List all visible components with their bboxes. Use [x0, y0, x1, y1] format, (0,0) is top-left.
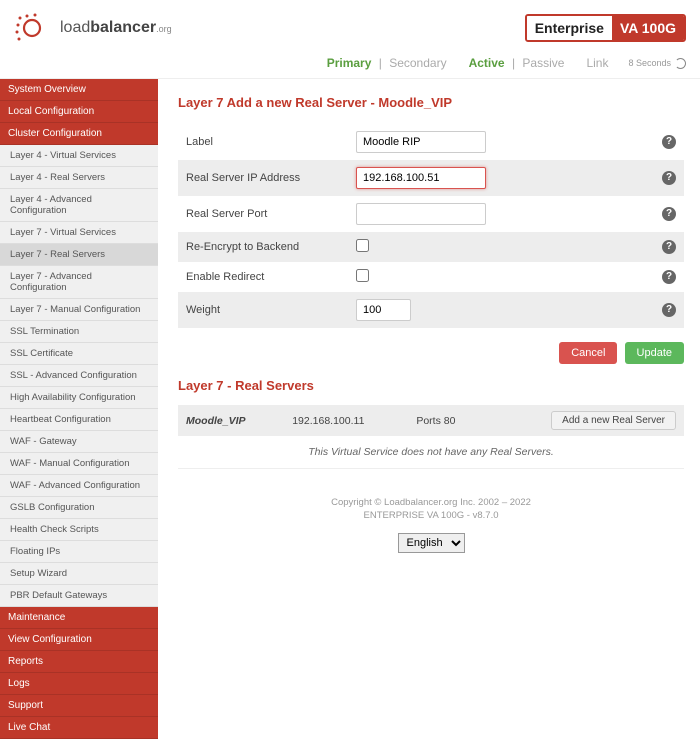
nav-section[interactable]: Maintenance — [0, 607, 158, 629]
nav-item[interactable]: Heartbeat Configuration — [0, 409, 158, 431]
nav-item[interactable]: Layer 4 - Real Servers — [0, 167, 158, 189]
nav-item[interactable]: Layer 7 - Real Servers — [0, 244, 158, 266]
nav-item[interactable]: GSLB Configuration — [0, 497, 158, 519]
redirect-checkbox[interactable] — [356, 269, 369, 282]
vs-name: Moodle_VIP — [178, 405, 284, 436]
update-button[interactable]: Update — [625, 342, 684, 364]
status-primary-secondary: Primary | Secondary — [325, 56, 449, 70]
status-link[interactable]: Link — [584, 56, 610, 70]
nav-item[interactable]: Layer 4 - Advanced Configuration — [0, 189, 158, 222]
nav-item[interactable]: Layer 4 - Virtual Services — [0, 145, 158, 167]
header: loadbalancer.org Enterprise VA 100G — [0, 0, 700, 50]
nav-item[interactable]: WAF - Gateway — [0, 431, 158, 453]
cancel-button[interactable]: Cancel — [559, 342, 617, 364]
vs-ip: 192.168.100.11 — [284, 405, 408, 436]
nav-item[interactable]: SSL Termination — [0, 321, 158, 343]
button-row: Cancel Update — [178, 342, 684, 364]
nav-item[interactable]: High Availability Configuration — [0, 387, 158, 409]
nav-section[interactable]: View Configuration — [0, 629, 158, 651]
label-label: Label — [178, 124, 348, 160]
weight-input[interactable] — [356, 299, 411, 321]
help-icon[interactable]: ? — [662, 207, 676, 221]
nav-section[interactable]: System Overview — [0, 79, 158, 101]
enterprise-badge: Enterprise VA 100G — [525, 14, 686, 42]
nav-item[interactable]: SSL Certificate — [0, 343, 158, 365]
nav-item[interactable]: Layer 7 - Advanced Configuration — [0, 266, 158, 299]
virtual-service-table: Moodle_VIP 192.168.100.11 Ports 80 Add a… — [178, 405, 684, 436]
logo-text: loadbalancer.org — [60, 19, 172, 37]
add-real-server-button[interactable]: Add a new Real Server — [551, 411, 676, 430]
reencrypt-checkbox[interactable] — [356, 239, 369, 252]
nav-item[interactable]: Health Check Scripts — [0, 519, 158, 541]
copyright: Copyright © Loadbalancer.org Inc. 2002 –… — [178, 497, 684, 508]
language-select[interactable]: English — [398, 533, 465, 553]
nav-section[interactable]: Cluster Configuration — [0, 123, 158, 145]
nav-item[interactable]: WAF - Advanced Configuration — [0, 475, 158, 497]
status-bar: Primary | Secondary Active | Passive Lin… — [0, 50, 700, 79]
nav-item[interactable]: Floating IPs — [0, 541, 158, 563]
nav-item[interactable]: PBR Default Gateways — [0, 585, 158, 607]
help-icon[interactable]: ? — [662, 240, 676, 254]
footer: Copyright © Loadbalancer.org Inc. 2002 –… — [178, 497, 684, 553]
status-active-passive: Active | Passive — [467, 56, 567, 70]
nav-section[interactable]: Reports — [0, 651, 158, 673]
sidebar: System OverviewLocal ConfigurationCluste… — [0, 79, 158, 739]
port-label: Real Server Port — [178, 196, 348, 232]
nav-section[interactable]: Support — [0, 695, 158, 717]
version: ENTERPRISE VA 100G - v8.7.0 — [178, 510, 684, 521]
nav-item[interactable]: Setup Wizard — [0, 563, 158, 585]
vs-empty-message: This Virtual Service does not have any R… — [178, 436, 684, 469]
nav-section[interactable]: Live Chat — [0, 717, 158, 739]
refresh-seconds: 8 Seconds — [628, 58, 686, 69]
nav-item[interactable]: SSL - Advanced Configuration — [0, 365, 158, 387]
real-servers-title: Layer 7 - Real Servers — [178, 378, 684, 393]
port-input[interactable] — [356, 203, 486, 225]
nav-item[interactable]: WAF - Manual Configuration — [0, 453, 158, 475]
ip-label: Real Server IP Address — [178, 160, 348, 196]
form-table: Label ? Real Server IP Address ? Real Se… — [178, 124, 684, 328]
nav-item[interactable]: Layer 7 - Manual Configuration — [0, 299, 158, 321]
main-content: Layer 7 Add a new Real Server - Moodle_V… — [158, 79, 700, 739]
help-icon[interactable]: ? — [662, 303, 676, 317]
vs-ports: Ports 80 — [408, 405, 486, 436]
help-icon[interactable]: ? — [662, 270, 676, 284]
nav-section[interactable]: Logs — [0, 673, 158, 695]
help-icon[interactable]: ? — [662, 171, 676, 185]
redirect-label: Enable Redirect — [178, 262, 348, 292]
badge-enterprise: Enterprise — [527, 16, 612, 40]
refresh-icon[interactable] — [675, 58, 686, 69]
help-icon[interactable]: ? — [662, 135, 676, 149]
reencrypt-label: Re-Encrypt to Backend — [178, 232, 348, 262]
page-title: Layer 7 Add a new Real Server - Moodle_V… — [178, 95, 684, 110]
badge-va: VA 100G — [612, 16, 684, 40]
logo-icon — [14, 12, 54, 44]
logo: loadbalancer.org — [14, 12, 172, 44]
label-input[interactable] — [356, 131, 486, 153]
ip-input[interactable] — [356, 167, 486, 189]
nav-section[interactable]: Local Configuration — [0, 101, 158, 123]
nav-item[interactable]: Layer 7 - Virtual Services — [0, 222, 158, 244]
weight-label: Weight — [178, 292, 348, 328]
